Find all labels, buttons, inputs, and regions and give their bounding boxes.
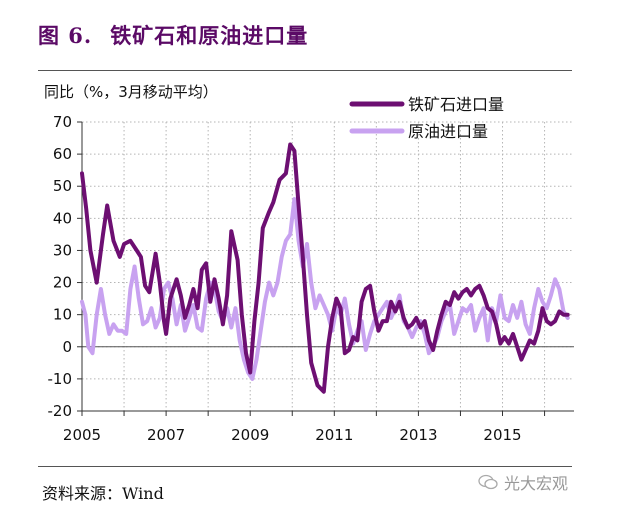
x-tick-label: 2005	[63, 426, 101, 444]
y-tick-label: 0	[62, 338, 72, 356]
y-tick-label: 70	[53, 113, 72, 131]
y-tick-label: 10	[53, 306, 72, 324]
y-tick-label: 40	[53, 209, 72, 227]
y-tick-label: -10	[48, 370, 73, 388]
x-tick-label: 2015	[483, 426, 521, 444]
wechat-icon	[478, 474, 498, 490]
series-line-iron-ore	[80, 142, 570, 394]
y-tick-label: 50	[53, 177, 72, 195]
y-tick-label: 30	[53, 241, 72, 259]
bottom-rule	[38, 466, 572, 467]
series-lines	[80, 142, 570, 394]
series-line-crude-oil	[80, 197, 570, 381]
figure-title-text: 铁矿石和原油进口量	[110, 23, 309, 48]
watermark: 光大宏观	[478, 470, 568, 494]
x-tick-label: 2011	[315, 426, 353, 444]
top-rule	[38, 70, 572, 71]
x-tick-label: 2007	[147, 426, 185, 444]
legend-label: 原油进口量	[408, 122, 488, 141]
axes: -20 -10 0 10 20 30 40 50 60 70 2005 2007 2009 2011 201…	[48, 113, 574, 444]
legend-label: 铁矿石进口量	[408, 95, 504, 114]
y-tick-label: 20	[53, 274, 72, 292]
x-tick-label: 2013	[399, 426, 437, 444]
y-tick-label: -20	[48, 402, 73, 420]
source-note: 资料来源：Wind	[42, 484, 164, 503]
x-tick-label: 2009	[231, 426, 269, 444]
y-tick-label: 60	[53, 145, 72, 163]
y-axis-label: 同比（%，3月移动平均）	[44, 83, 218, 101]
watermark-text: 光大宏观	[504, 474, 569, 493]
figure-number: 图 6.	[38, 23, 93, 48]
figure-title: 图 6. 铁矿石和原油进口量	[38, 20, 308, 50]
